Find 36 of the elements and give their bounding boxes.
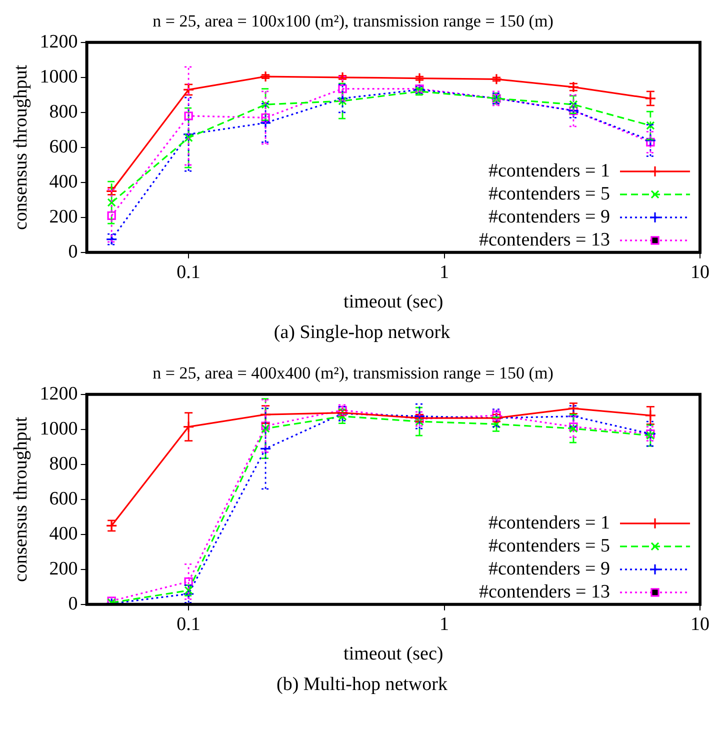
y-tick-label: 1000 [40,66,78,88]
y-tick-label: 600 [49,488,78,510]
y-tick-label: 200 [49,558,78,580]
x-tick-label: 0.1 [176,614,200,635]
legend-label: #contenders = 13 [478,229,610,250]
y-tick-label: 400 [49,171,78,192]
y-tick-label: 600 [49,136,78,158]
y-tick-label: 1000 [40,418,78,440]
y-tick-label: 800 [49,101,78,122]
chart-title: n = 25, area = 100x100 (m²), transmission range = 150 (m) [152,12,554,31]
legend-label: #contenders = 5 [488,183,610,204]
y-tick-label: 800 [49,453,78,474]
legend-label: #contenders = 9 [488,558,610,580]
x-tick-label: 0.1 [176,262,200,283]
x-tick-label: 10 [690,614,710,635]
x-tick-label: 10 [690,262,710,283]
y-axis-title: consensus throughput [10,416,32,582]
text: (b) Multi-hop network [276,673,448,697]
text: (a) Single-hop network [272,321,452,345]
x-axis-title: timeout (sec) [344,292,444,313]
y-tick-label: 1200 [40,383,78,404]
y-tick-label: 0 [68,241,78,262]
y-tick-label: 1200 [40,31,78,52]
legend-label: #contenders = 9 [488,206,610,228]
x-tick-label: 1 [440,262,450,283]
y-tick-label: 200 [49,206,78,228]
x-axis-title: timeout (sec) [344,644,444,665]
legend-label: #contenders = 13 [478,581,610,602]
x-tick-label: 1 [440,614,450,635]
y-axis-title: consensus throughput [10,64,32,230]
y-tick-label: 0 [68,593,78,614]
legend-label: #contenders = 1 [488,160,610,182]
y-tick-label: 400 [49,523,78,544]
legend-label: #contenders = 1 [488,512,610,534]
legend-label: #contenders = 5 [488,535,610,556]
chart-title: n = 25, area = 400x400 (m²), transmission range = 150 (m) [152,364,554,383]
